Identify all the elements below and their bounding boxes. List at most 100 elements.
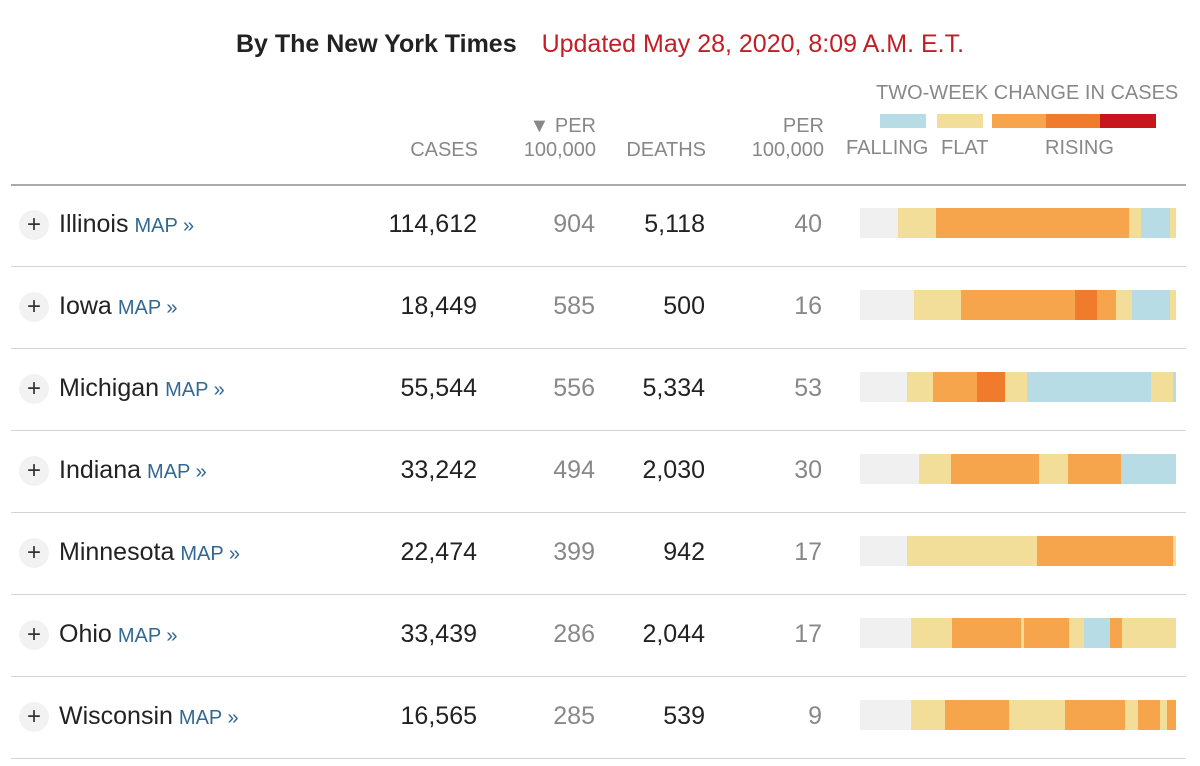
trend-segment-flat	[1068, 618, 1085, 648]
deaths-per-100k-value: 30	[794, 456, 822, 484]
trend-segment-rising1	[935, 208, 1129, 238]
expand-row-button[interactable]: +	[19, 702, 49, 732]
state-name: Ohio	[59, 620, 112, 648]
column-header-deaths-per-100k-line2: 100,000	[751, 139, 824, 161]
map-link[interactable]: MAP »	[117, 297, 178, 319]
trend-segment-empty	[860, 536, 908, 566]
map-link[interactable]: MAP »	[180, 543, 241, 565]
column-header-deaths-per-100k-line1: PER	[782, 115, 824, 137]
map-link[interactable]: MAP »	[178, 707, 239, 729]
trend-segment-falling	[1172, 372, 1176, 402]
trend-segment-flat	[907, 536, 1037, 566]
trend-segment-empty	[860, 290, 914, 320]
column-header-deaths[interactable]: DEATHS	[626, 139, 706, 161]
deaths-value: 5,334	[642, 374, 705, 402]
table-row: + Michigan MAP » 55,544 556 5,334 53	[11, 348, 1186, 431]
cases-value: 18,449	[400, 292, 477, 320]
deaths-value: 2,044	[642, 620, 705, 648]
state-name-cell: Iowa MAP »	[59, 290, 177, 324]
map-link[interactable]: MAP »	[165, 379, 225, 401]
column-header-cases[interactable]: CASES	[410, 139, 478, 161]
expand-row-button[interactable]: +	[19, 620, 49, 650]
expand-row-button[interactable]: +	[19, 456, 49, 486]
trend-segment-falling	[1131, 290, 1170, 320]
trend-segment-flat	[1128, 208, 1142, 238]
report-header: By The New York Times Updated May 28, 20…	[0, 24, 1200, 64]
table-row: + Indiana MAP » 33,242 494 2,030 30	[11, 430, 1186, 513]
trend-segment-rising1	[1109, 618, 1123, 648]
expand-row-button[interactable]: +	[19, 292, 49, 322]
cases-per-100k-value: 285	[553, 702, 595, 730]
deaths-per-100k-value: 17	[794, 620, 822, 648]
cases-value: 55,544	[400, 374, 477, 402]
deaths-value: 2,030	[642, 456, 705, 484]
updated-timestamp: Updated May 28, 2020, 8:09 A.M. E.T.	[541, 30, 965, 58]
map-link[interactable]: MAP »	[147, 461, 207, 483]
state-name-cell: Indiana MAP »	[59, 454, 207, 488]
deaths-value: 5,118	[644, 210, 705, 238]
cases-value: 33,439	[400, 620, 477, 648]
expand-row-button[interactable]: +	[19, 538, 49, 568]
trend-segment-flat	[1005, 372, 1028, 402]
expand-row-button[interactable]: +	[19, 374, 49, 404]
deaths-per-100k-value: 40	[794, 210, 822, 238]
trend-segment-falling	[1141, 208, 1170, 238]
column-header-cases-per-100k[interactable]: ▼ PER 100,000	[500, 114, 596, 162]
two-week-trend-bar	[860, 454, 1176, 484]
table-row: + Illinois MAP » 114,612 904 5,118 40	[11, 184, 1186, 267]
deaths-per-100k-value: 9	[808, 702, 822, 730]
state-name: Minnesota	[59, 538, 175, 566]
two-week-trend-bar	[860, 290, 1176, 320]
trend-segment-empty	[860, 700, 911, 730]
trend-segment-flat	[1160, 700, 1167, 730]
trend-segment-falling	[1120, 454, 1176, 484]
trend-segment-rising2	[976, 372, 1006, 402]
state-name: Wisconsin	[59, 702, 173, 730]
state-name: Michigan	[59, 374, 160, 402]
deaths-per-100k-value: 53	[794, 374, 822, 402]
trend-segment-flat	[910, 700, 946, 730]
two-week-trend-bar	[860, 536, 1176, 566]
trend-segment-flat	[1115, 290, 1132, 320]
deaths-value: 942	[663, 538, 705, 566]
trend-segment-flat	[1172, 536, 1176, 566]
legend-title: TWO-WEEK CHANGE IN CASES	[876, 82, 1179, 104]
deaths-per-100k-value: 16	[794, 292, 822, 320]
trend-segment-rising1	[961, 290, 1075, 320]
column-header-deaths-per-100k[interactable]: PER 100,000	[726, 114, 824, 162]
trend-segment-rising1	[1138, 700, 1161, 730]
trend-segment-rising1	[1097, 290, 1116, 320]
trend-segment-falling	[1084, 618, 1110, 648]
state-name-cell: Michigan MAP »	[59, 372, 225, 406]
map-link[interactable]: MAP »	[117, 625, 178, 647]
trend-segment-rising1	[1065, 700, 1126, 730]
state-name-cell: Illinois MAP »	[59, 208, 194, 242]
deaths-value: 500	[663, 292, 705, 320]
trend-segment-flat	[1008, 700, 1066, 730]
state-name: Iowa	[59, 292, 112, 320]
cases-per-100k-value: 286	[553, 620, 595, 648]
cases-per-100k-value: 399	[553, 538, 595, 566]
trend-segment-flat	[1125, 700, 1139, 730]
state-name-cell: Wisconsin MAP »	[59, 700, 239, 734]
trend-segment-flat	[1021, 618, 1025, 648]
trend-segment-flat	[1150, 372, 1173, 402]
deaths-value: 539	[663, 702, 705, 730]
map-link[interactable]: MAP »	[134, 215, 195, 237]
table-row: + Iowa MAP » 18,449 585 500 16	[11, 266, 1186, 349]
trend-segment-rising1	[932, 372, 977, 402]
cases-per-100k-value: 585	[553, 292, 595, 320]
cases-value: 22,474	[400, 538, 477, 566]
two-week-trend-bar	[860, 208, 1176, 238]
state-name: Indiana	[59, 456, 142, 484]
cases-per-100k-value: 904	[553, 210, 595, 238]
cases-value: 16,565	[400, 702, 477, 730]
deaths-per-100k-value: 17	[794, 538, 822, 566]
trend-segment-rising1	[951, 454, 1040, 484]
two-week-trend-bar	[860, 372, 1176, 402]
expand-row-button[interactable]: +	[19, 210, 49, 240]
state-name: Illinois	[59, 210, 129, 238]
trend-segment-rising1	[1024, 618, 1069, 648]
table-row: + Ohio MAP » 33,439 286 2,044 17	[11, 594, 1186, 677]
trend-segment-flat	[1169, 290, 1176, 320]
